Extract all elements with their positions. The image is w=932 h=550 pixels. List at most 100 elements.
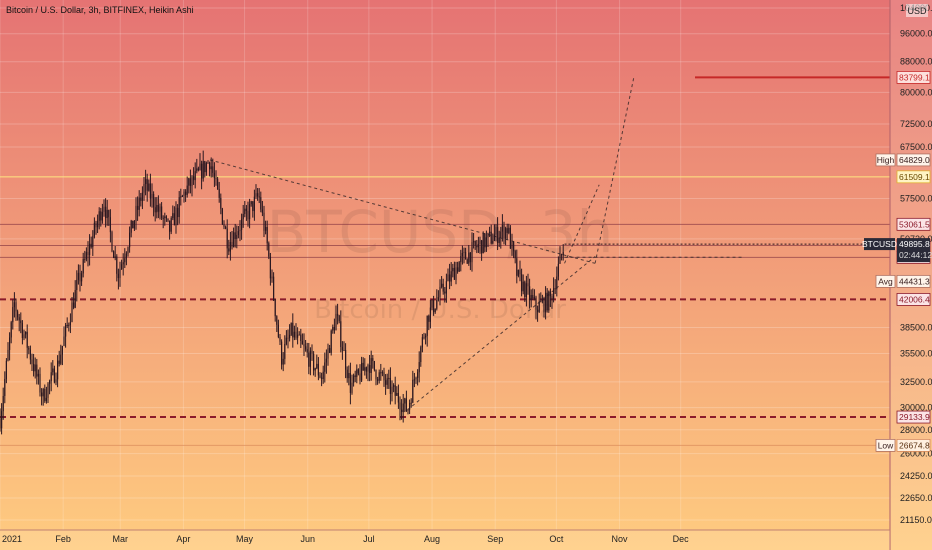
candle-body [82, 259, 84, 274]
candle-body [236, 234, 238, 239]
chart-title: Bitcoin / U.S. Dollar, 3h, BITFINEX, Hei… [6, 5, 194, 15]
candle-body [391, 386, 393, 394]
candle-body [31, 359, 33, 364]
candle-body [412, 379, 414, 403]
candle-body [49, 381, 51, 384]
candle-body [481, 240, 483, 254]
candle-body [527, 283, 529, 287]
candle-body [541, 299, 543, 302]
y-tick-label: 80000.0 [900, 87, 932, 97]
candle-body [228, 248, 230, 252]
candle-body [183, 191, 185, 196]
candle-body [402, 403, 404, 413]
candle-body [175, 207, 177, 226]
candle-body [378, 372, 380, 381]
candle-body [545, 292, 547, 313]
candle-body [95, 222, 97, 228]
candle-body [423, 337, 425, 339]
candle-body [493, 234, 495, 241]
candle-body [117, 273, 119, 279]
candle-body [197, 168, 199, 170]
candle-body [191, 176, 193, 186]
candle-body [247, 211, 249, 220]
candle-body [292, 322, 294, 338]
candle-body [151, 193, 153, 199]
candle-body [525, 283, 527, 298]
candle-body [148, 183, 150, 191]
candle-body [535, 297, 537, 310]
candle-body [66, 324, 68, 326]
candle-body [138, 197, 140, 210]
candle-body [305, 346, 307, 350]
candle-body [265, 227, 267, 231]
candle-body [34, 364, 36, 372]
candle-body [217, 178, 219, 190]
candle-body [165, 216, 167, 219]
currency-badge[interactable] [906, 4, 928, 17]
candle-body [185, 191, 187, 195]
candle-body [69, 321, 71, 326]
candle-body [10, 322, 12, 338]
y-tick-label: 57500.0 [900, 193, 932, 203]
candle-body [365, 367, 367, 372]
candle-body [180, 196, 182, 198]
candle-body [162, 217, 164, 219]
candle-body [50, 372, 52, 382]
candle-body [401, 409, 403, 413]
candle-body [13, 302, 15, 308]
candle-body [364, 367, 366, 371]
candle-body [4, 378, 6, 396]
candle-body [23, 334, 25, 339]
candle-body [172, 213, 174, 219]
candle-body [111, 232, 113, 252]
candle-body [239, 229, 241, 232]
candle-body [441, 283, 443, 287]
candle-body [559, 254, 561, 264]
candle-body [204, 161, 206, 173]
candle-body [98, 211, 100, 221]
price-tag-box [896, 71, 931, 84]
candle-body [309, 350, 311, 367]
candle-body [303, 344, 305, 347]
candle-body [74, 290, 76, 308]
candle-body [36, 364, 38, 377]
candle-body [73, 302, 75, 308]
candle-body [426, 315, 428, 336]
candle-body [189, 178, 191, 186]
candle-body [425, 335, 427, 338]
time-axis-bg[interactable] [0, 530, 890, 550]
candle-body [452, 267, 454, 272]
candle-body [229, 241, 231, 252]
candle-body [159, 206, 161, 212]
price-tag: 53061.5 [899, 219, 930, 229]
candle-body [397, 392, 399, 403]
candle-body [546, 292, 548, 311]
candle-body [215, 178, 217, 180]
candle-body [44, 389, 46, 402]
candle-body [487, 233, 489, 238]
candle-body [156, 204, 158, 213]
candle-body [381, 372, 383, 374]
candle-body [484, 233, 486, 248]
bar-countdown: 02:44:12 [899, 250, 932, 260]
candle-body [405, 398, 407, 411]
candle-body [249, 204, 251, 220]
candle-body [202, 161, 204, 179]
candle-body [113, 251, 115, 259]
candle-body [297, 334, 299, 338]
candle-body [245, 208, 247, 212]
candle-body [359, 373, 361, 381]
candle-body [461, 253, 463, 257]
candle-body [53, 368, 55, 383]
candle-body [63, 336, 65, 346]
candle-body [210, 166, 212, 170]
candle-body [237, 231, 239, 235]
candle-body [153, 193, 155, 208]
candle-body [418, 362, 420, 373]
candle-body [489, 231, 491, 234]
candle-body [314, 368, 316, 371]
candle-body [508, 227, 510, 233]
candle-body [410, 402, 412, 404]
candle-body [498, 237, 500, 243]
